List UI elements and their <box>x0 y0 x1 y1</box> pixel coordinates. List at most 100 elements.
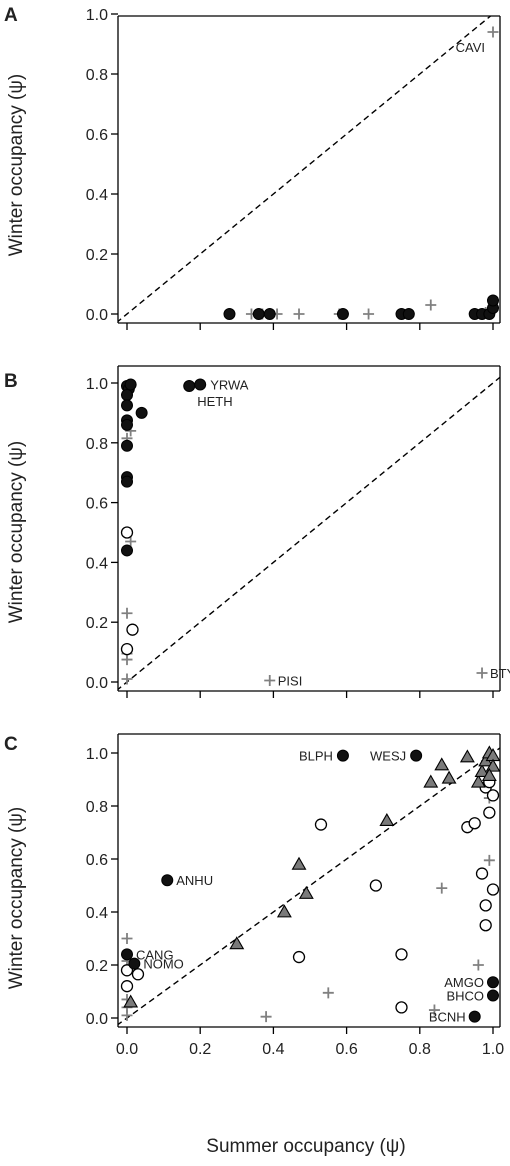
point-filled-circle <box>487 989 499 1002</box>
panel-c-y-axis-label: Winter occupancy (ψ) <box>6 807 27 990</box>
point-label: ANHU <box>176 873 213 888</box>
x-tick-label: 0.2 <box>189 1041 211 1058</box>
point-filled-circle <box>487 294 499 307</box>
point-open-circle <box>314 818 328 831</box>
point-triangle <box>474 763 490 777</box>
y-tick-label: 0.8 <box>86 799 108 816</box>
y-tick-label: 0.6 <box>86 852 108 869</box>
point-cross <box>363 308 375 320</box>
x-tick-label: 0.8 <box>409 1041 431 1058</box>
y-tick-label: 0.2 <box>86 247 108 264</box>
point-open-circle <box>486 789 500 802</box>
point-open-circle <box>395 1001 408 1014</box>
panel-c-label: C <box>4 734 18 755</box>
one-to-one-reference-line <box>118 16 492 323</box>
point-triangle <box>481 767 497 781</box>
point-filled-circle <box>121 439 133 452</box>
y-tick-label: 0.0 <box>86 1011 108 1028</box>
y-tick-label: 0.6 <box>86 127 108 144</box>
point-cross <box>322 987 334 999</box>
point-cross <box>436 882 448 894</box>
panel-b: B Winter occupancy (ψ) <box>4 371 27 623</box>
panel-a-label: A <box>4 5 18 26</box>
point-cross <box>121 673 133 685</box>
point-cross <box>476 667 488 679</box>
y-tick-label: 0.4 <box>86 555 108 572</box>
y-tick-label: 1.0 <box>86 7 108 24</box>
point-filled-circle <box>410 749 423 762</box>
y-tick-label: 0.0 <box>86 675 108 692</box>
point-open-circle <box>479 919 492 932</box>
point-open-circle <box>120 642 134 656</box>
panel-b-y-axis-label: Winter occupancy (ψ) <box>6 441 27 624</box>
y-tick-label: 0.8 <box>86 67 108 84</box>
point-filled-circle <box>121 544 133 557</box>
point-filled-circle <box>336 308 349 320</box>
y-tick-label: 1.0 <box>86 746 108 763</box>
y-tick-label: 0.4 <box>86 905 108 922</box>
point-cross <box>487 26 499 38</box>
point-open-circle <box>483 806 496 819</box>
point-triangle <box>423 774 439 788</box>
point-triangle <box>441 770 457 784</box>
point-cross <box>260 1011 272 1023</box>
panel-c-plot: 0.0 0.2 0.4 0.6 0.8 1.0 0.0 0.2 0.4 0.6 0.8 1.0 BLPH… <box>86 733 504 1058</box>
point-cross <box>425 299 437 311</box>
one-to-one-reference-line <box>118 376 500 691</box>
y-tick-label: 0.0 <box>86 307 108 324</box>
point-open-circle <box>468 817 481 830</box>
point-triangle <box>470 774 486 788</box>
x-tick-label: 1.0 <box>482 1041 504 1058</box>
point-filled-circle <box>194 378 207 391</box>
one-to-one-reference-line <box>118 747 500 1026</box>
point-filled-circle <box>121 388 133 401</box>
point-triangle <box>434 757 450 771</box>
point-label: BCNH <box>429 1010 466 1025</box>
point-label: BHCO <box>446 988 484 1003</box>
point-label: PISI <box>278 674 303 689</box>
point-open-circle <box>395 948 408 961</box>
panel-a-plot: 0.0 0.2 0.4 0.6 0.8 1.0 CAVI <box>86 7 501 330</box>
point-triangle <box>123 994 139 1008</box>
point-cross <box>125 535 137 547</box>
point-open-circle <box>126 623 139 636</box>
point-cross <box>293 308 305 320</box>
point-filled-circle <box>121 948 133 961</box>
point-label: BLPH <box>299 749 333 764</box>
point-open-circle <box>131 968 145 981</box>
point-filled-circle <box>161 874 174 887</box>
y-tick-label: 0.4 <box>86 187 108 204</box>
point-filled-circle <box>468 1010 481 1023</box>
point-cross <box>428 1004 440 1016</box>
point-label: NOMO <box>143 957 183 972</box>
panel-a: A Winter occupancy (ψ) <box>4 5 27 256</box>
point-triangle <box>459 749 475 763</box>
point-filled-circle <box>223 308 236 320</box>
point-triangle <box>229 936 245 950</box>
point-label: AMGO <box>444 975 484 990</box>
panel-b-plot: 0.0 0.2 0.4 0.6 0.8 1.0 PISI BTYW HETH YRWA <box>86 365 510 698</box>
panel-c: C Winter occupancy (ψ) <box>4 734 27 989</box>
point-cross <box>121 933 133 944</box>
y-tick-label: 0.2 <box>86 615 108 632</box>
point-cross <box>121 654 133 666</box>
point-label: CANG <box>136 947 174 962</box>
point-open-circle <box>486 883 500 896</box>
y-tick-label: 1.0 <box>86 376 108 393</box>
point-label: BTYW <box>490 666 510 681</box>
point-filled-circle <box>183 379 196 392</box>
point-open-circle <box>479 899 492 912</box>
point-cross <box>121 607 133 619</box>
x-axis-label: Summer occupancy (ψ) <box>206 1136 405 1157</box>
point-triangle <box>276 904 292 918</box>
point-label: HETH <box>197 394 232 409</box>
point-open-circle <box>120 980 134 993</box>
point-triangle <box>379 812 395 827</box>
point-filled-circle <box>121 475 133 488</box>
point-filled-circle <box>487 976 499 989</box>
y-tick-label: 0.6 <box>86 496 108 513</box>
point-filled-circle <box>336 749 349 762</box>
point-filled-circle <box>128 957 141 970</box>
point-filled-circle <box>252 308 265 320</box>
